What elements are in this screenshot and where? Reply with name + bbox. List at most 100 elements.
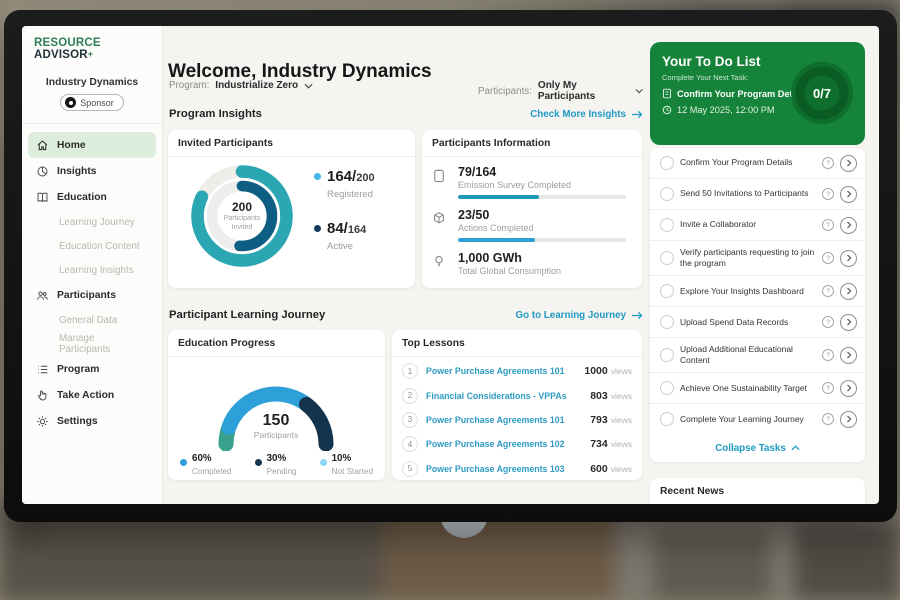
stat-global-consumption: 1,000 GWh Total Global Consumption <box>432 251 632 276</box>
sidebar-item-insights[interactable]: Insights <box>28 158 156 184</box>
chevron-right-icon[interactable] <box>840 186 857 203</box>
task-list: Confirm Your Program Details ? Send 50 I… <box>650 148 865 462</box>
progress-bar <box>458 238 626 242</box>
task-row[interactable]: Confirm Your Program Details ? <box>650 148 865 179</box>
invited-participants-donut-chart: 200 ParticipantsInvited <box>184 158 300 274</box>
clock-icon <box>662 105 672 115</box>
monitor-bezel: RESOURCE ADVISOR+ Industry Dynamics Spon… <box>4 10 897 522</box>
hand-icon <box>36 389 49 402</box>
lesson-link[interactable]: Financial Considerations - VPPAs <box>426 391 567 401</box>
stat-emission-survey: 79/164 Emission Survey Completed <box>432 165 632 199</box>
checkbox[interactable] <box>660 381 674 395</box>
sidebar-item-education[interactable]: Education <box>28 184 156 210</box>
book-icon <box>36 191 49 204</box>
help-icon[interactable]: ? <box>822 188 834 200</box>
legend-registered: 164/200 Registered <box>314 168 375 200</box>
arrow-right-icon <box>631 110 643 119</box>
bulb-icon <box>432 254 446 269</box>
sponsor-badge[interactable]: Sponsor <box>60 94 124 111</box>
legend-dot <box>320 459 327 466</box>
chevron-right-icon[interactable] <box>840 380 857 397</box>
sidebar-item-manage-participants[interactable]: Manage Participants <box>28 332 156 356</box>
chevron-right-icon[interactable] <box>840 411 857 428</box>
home-icon <box>36 139 49 152</box>
task-row[interactable]: Explore Your Insights Dashboard ? <box>650 276 865 307</box>
task-row[interactable]: Complete Your Learning Journey ? <box>650 404 865 434</box>
checkbox[interactable] <box>660 251 674 265</box>
task-row[interactable]: Invite a Collaborator ? <box>650 210 865 241</box>
legend-dot <box>314 173 321 180</box>
help-icon[interactable]: ? <box>822 382 834 394</box>
go-to-learning-journey-link[interactable]: Go to Learning Journey <box>516 310 644 321</box>
chevron-down-icon <box>304 83 313 89</box>
todo-progress-count: 0/7 <box>789 60 855 126</box>
gear-icon <box>36 415 49 428</box>
sidebar-item-learning-insights[interactable]: Learning Insights <box>28 258 156 282</box>
task-row[interactable]: Upload Spend Data Records ? <box>650 307 865 338</box>
chevron-right-icon[interactable] <box>840 283 857 300</box>
checkbox[interactable] <box>660 156 674 170</box>
sidebar-item-take-action[interactable]: Take Action <box>28 382 156 408</box>
progress-bar <box>458 195 626 199</box>
check-more-insights-link[interactable]: Check More Insights <box>530 109 643 120</box>
sidebar-item-learning-journey[interactable]: Learning Journey <box>28 210 156 234</box>
sidebar-item-settings[interactable]: Settings <box>28 408 156 434</box>
lesson-link[interactable]: Power Purchase Agreements 103 <box>426 464 565 474</box>
recent-news-title: Recent News <box>650 478 865 504</box>
sidebar-item-program[interactable]: Program <box>28 356 156 382</box>
sidebar-item-participants[interactable]: Participants <box>28 282 156 308</box>
collapse-tasks-link[interactable]: Collapse Tasks <box>715 443 800 454</box>
chevron-down-icon <box>635 88 643 94</box>
help-icon[interactable]: ? <box>822 349 834 361</box>
checkbox[interactable] <box>660 187 674 201</box>
checkbox[interactable] <box>660 218 674 232</box>
sponsor-icon <box>65 97 76 108</box>
chevron-right-icon[interactable] <box>840 347 857 364</box>
lesson-row: 2 Financial Considerations - VPPAs 803vi… <box>392 383 642 407</box>
task-row[interactable]: Send 50 Invitations to Participants ? <box>650 179 865 210</box>
top-lessons-card: Top Lessons 1 Power Purchase Agreements … <box>392 330 642 480</box>
lesson-link[interactable]: Power Purchase Agreements 101 <box>426 366 565 376</box>
help-icon[interactable]: ? <box>822 316 834 328</box>
sidebar-item-home[interactable]: Home <box>28 132 156 158</box>
help-icon[interactable]: ? <box>822 252 834 264</box>
stat-actions-completed: 23/50 Actions Completed <box>432 208 632 242</box>
chevron-right-icon[interactable] <box>840 155 857 172</box>
education-progress-card: Education Progress 150 Participants 60%C… <box>168 330 385 480</box>
chevron-right-icon[interactable] <box>840 250 857 267</box>
lesson-link[interactable]: Power Purchase Agreements 101 <box>426 415 565 425</box>
recent-news-card: Recent News <box>650 478 865 504</box>
chevron-right-icon[interactable] <box>840 314 857 331</box>
program-dropdown[interactable]: Program: Industrialize Zero <box>169 80 313 91</box>
invited-participants-card: Invited Participants 200 ParticipantsInv… <box>168 130 415 288</box>
help-icon[interactable]: ? <box>822 413 834 425</box>
section-learning-journey: Participant Learning Journey <box>169 309 325 321</box>
checkbox[interactable] <box>660 315 674 329</box>
help-icon[interactable]: ? <box>822 219 834 231</box>
sidebar-item-general-data[interactable]: General Data <box>28 308 156 332</box>
checkbox[interactable] <box>660 348 674 362</box>
sidebar-item-education-content[interactable]: Education Content <box>28 234 156 258</box>
lesson-link[interactable]: Power Purchase Agreements 102 <box>426 439 565 449</box>
lesson-row: 5 Power Purchase Agreements 103 600views <box>392 457 642 481</box>
task-doc-icon <box>662 88 672 99</box>
insights-icon <box>36 165 49 178</box>
todo-progress-ring: 0/7 <box>789 60 855 126</box>
legend-dot <box>255 459 262 466</box>
todo-card: Your To Do List Complete Your Next Task:… <box>650 42 865 145</box>
chevron-right-icon[interactable] <box>840 217 857 234</box>
checkbox[interactable] <box>660 412 674 426</box>
help-icon[interactable]: ? <box>822 285 834 297</box>
legend-dot <box>180 459 187 466</box>
legend-not-started: 10%Not Started <box>320 454 373 476</box>
help-icon[interactable]: ? <box>822 157 834 169</box>
chevron-up-icon <box>791 445 800 451</box>
task-row[interactable]: Verify participants requesting to join t… <box>650 241 865 276</box>
participants-dropdown[interactable]: Participants: Only My Participants <box>478 80 643 102</box>
app-logo: RESOURCE ADVISOR+ <box>22 26 162 69</box>
checkbox[interactable] <box>660 284 674 298</box>
arrow-right-icon <box>631 311 643 320</box>
task-row[interactable]: Upload Additional Educational Content ? <box>650 338 865 373</box>
task-row[interactable]: Achieve One Sustainability Target ? <box>650 373 865 404</box>
participants-information-card: Participants Information 79/164 Emission… <box>422 130 642 288</box>
